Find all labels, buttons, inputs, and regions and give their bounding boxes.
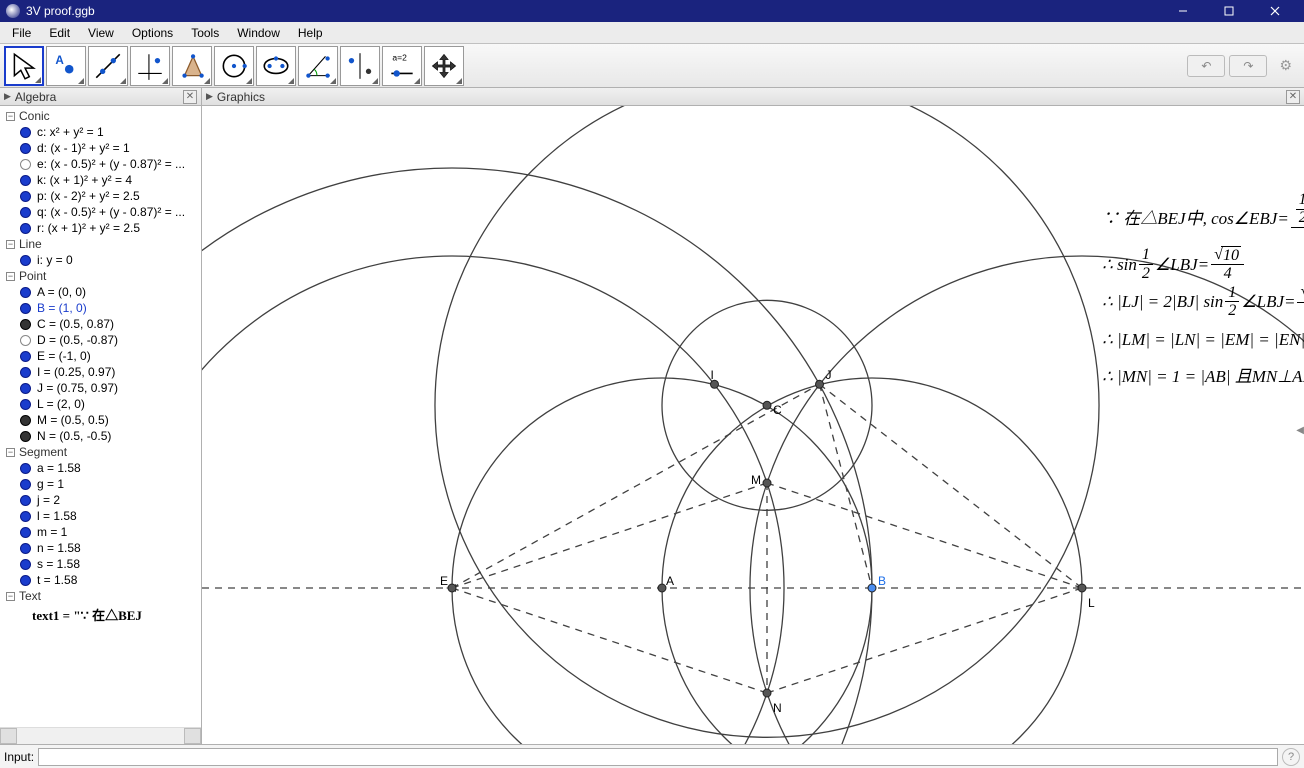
undo-button[interactable]: ↶ (1187, 55, 1225, 77)
algebra-item[interactable]: B = (1, 0) (0, 300, 201, 316)
slider-tool[interactable]: a=2 (382, 46, 422, 86)
algebra-item[interactable]: a = 1.58 (0, 460, 201, 476)
minimize-button[interactable] (1160, 0, 1206, 22)
category-line[interactable]: −Line (0, 236, 201, 252)
input-label: Input: (4, 750, 34, 764)
collapse-icon: ▶ (206, 91, 213, 102)
graphics-close-icon[interactable]: ✕ (1286, 90, 1300, 104)
redo-button[interactable]: ↷ (1229, 55, 1267, 77)
menu-window[interactable]: Window (229, 24, 288, 42)
point-label-E: E (440, 574, 448, 588)
algebra-item[interactable]: text1 = "∵ 在△BEJ (0, 604, 201, 625)
point-label-I: I (711, 368, 714, 382)
algebra-item[interactable]: D = (0.5, -0.87) (0, 332, 201, 348)
menu-edit[interactable]: Edit (41, 24, 78, 42)
angle-tool[interactable] (298, 46, 338, 86)
point-label-B: B (878, 574, 886, 588)
point-label-N: N (773, 701, 782, 715)
maximize-button[interactable] (1206, 0, 1252, 22)
menu-help[interactable]: Help (290, 24, 331, 42)
move-tool[interactable] (4, 46, 44, 86)
point-label-A: A (666, 574, 674, 588)
close-button[interactable] (1252, 0, 1298, 22)
algebra-hscroll[interactable] (0, 727, 201, 744)
category-point[interactable]: −Point (0, 268, 201, 284)
graphics-header[interactable]: ▶ Graphics ✕ (202, 88, 1304, 106)
algebra-item[interactable]: A = (0, 0) (0, 284, 201, 300)
graphics-panel: ▶ Graphics ✕ ∵ 在△BEJ中, cos∠EBJ = 12|BE||… (202, 88, 1304, 744)
algebra-item[interactable]: k: (x + 1)² + y² = 4 (0, 172, 201, 188)
svg-text:a=2: a=2 (392, 52, 407, 62)
side-expand-icon[interactable]: ◀ (1296, 425, 1304, 436)
perpendicular-tool[interactable] (130, 46, 170, 86)
algebra-item[interactable]: C = (0.5, 0.87) (0, 316, 201, 332)
algebra-item[interactable]: t = 1.58 (0, 572, 201, 588)
input-bar: Input: ? (0, 744, 1304, 768)
polygon-tool[interactable] (172, 46, 212, 86)
settings-icon[interactable]: ⚙ (1279, 57, 1292, 74)
point-tool[interactable]: A (46, 46, 86, 86)
algebra-close-icon[interactable]: ✕ (183, 90, 197, 104)
algebra-item[interactable]: c: x² + y² = 1 (0, 124, 201, 140)
category-text[interactable]: −Text (0, 588, 201, 604)
algebra-item[interactable]: r: (x + 1)² + y² = 2.5 (0, 220, 201, 236)
algebra-item[interactable]: d: (x - 1)² + y² = 1 (0, 140, 201, 156)
point-label-L: L (1088, 596, 1095, 610)
point-label-M: M (751, 473, 761, 487)
algebra-item[interactable]: i: y = 0 (0, 252, 201, 268)
category-segment[interactable]: −Segment (0, 444, 201, 460)
algebra-item[interactable]: s = 1.58 (0, 556, 201, 572)
algebra-item[interactable]: E = (-1, 0) (0, 348, 201, 364)
point-label-J: J (826, 368, 832, 382)
category-conic[interactable]: −Conic (0, 108, 201, 124)
algebra-item[interactable]: L = (2, 0) (0, 396, 201, 412)
move-view-tool[interactable] (424, 46, 464, 86)
circle-tool[interactable] (214, 46, 254, 86)
menu-options[interactable]: Options (124, 24, 181, 42)
svg-text:A: A (55, 53, 64, 66)
proof-text: ∵ 在△BEJ中, cos∠EBJ = 12|BE||BJ| = 14∴ sin… (1102, 192, 1304, 396)
menu-file[interactable]: File (4, 24, 39, 42)
algebra-item[interactable]: e: (x - 0.5)² + (y - 0.87)² = ... (0, 156, 201, 172)
algebra-item[interactable]: J = (0.75, 0.97) (0, 380, 201, 396)
algebra-item[interactable]: m = 1 (0, 524, 201, 540)
algebra-item[interactable]: j = 2 (0, 492, 201, 508)
menubar: FileEditViewOptionsToolsWindowHelp (0, 22, 1304, 44)
toolbar: Aa=2 ↶ ↷ ⚙ (0, 44, 1304, 88)
point-label-C: C (773, 403, 782, 417)
line-tool[interactable] (88, 46, 128, 86)
algebra-panel: ▶ Algebra ✕ −Conicc: x² + y² = 1d: (x - … (0, 88, 202, 744)
reflect-tool[interactable] (340, 46, 380, 86)
collapse-icon: ▶ (4, 91, 11, 102)
algebra-tree[interactable]: −Conicc: x² + y² = 1d: (x - 1)² + y² = 1… (0, 106, 201, 727)
algebra-item[interactable]: I = (0.25, 0.97) (0, 364, 201, 380)
menu-tools[interactable]: Tools (183, 24, 227, 42)
window-title: 3V proof.ggb (26, 4, 1160, 18)
conic-tool[interactable] (256, 46, 296, 86)
algebra-item[interactable]: l = 1.58 (0, 508, 201, 524)
algebra-item[interactable]: N = (0.5, -0.5) (0, 428, 201, 444)
input-help-icon[interactable]: ? (1282, 748, 1300, 766)
app-icon (6, 4, 20, 18)
algebra-item[interactable]: g = 1 (0, 476, 201, 492)
titlebar: 3V proof.ggb (0, 0, 1304, 22)
graphics-title: Graphics (217, 90, 265, 104)
algebra-header[interactable]: ▶ Algebra ✕ (0, 88, 201, 106)
algebra-item[interactable]: M = (0.5, 0.5) (0, 412, 201, 428)
algebra-item[interactable]: n = 1.58 (0, 540, 201, 556)
algebra-item[interactable]: q: (x - 0.5)² + (y - 0.87)² = ... (0, 204, 201, 220)
algebra-title: Algebra (15, 90, 56, 104)
input-field[interactable] (38, 748, 1278, 766)
menu-view[interactable]: View (80, 24, 122, 42)
graphics-canvas[interactable]: ∵ 在△BEJ中, cos∠EBJ = 12|BE||BJ| = 14∴ sin… (202, 106, 1304, 744)
algebra-item[interactable]: p: (x - 2)² + y² = 2.5 (0, 188, 201, 204)
workspace: ▶ Algebra ✕ −Conicc: x² + y² = 1d: (x - … (0, 88, 1304, 744)
